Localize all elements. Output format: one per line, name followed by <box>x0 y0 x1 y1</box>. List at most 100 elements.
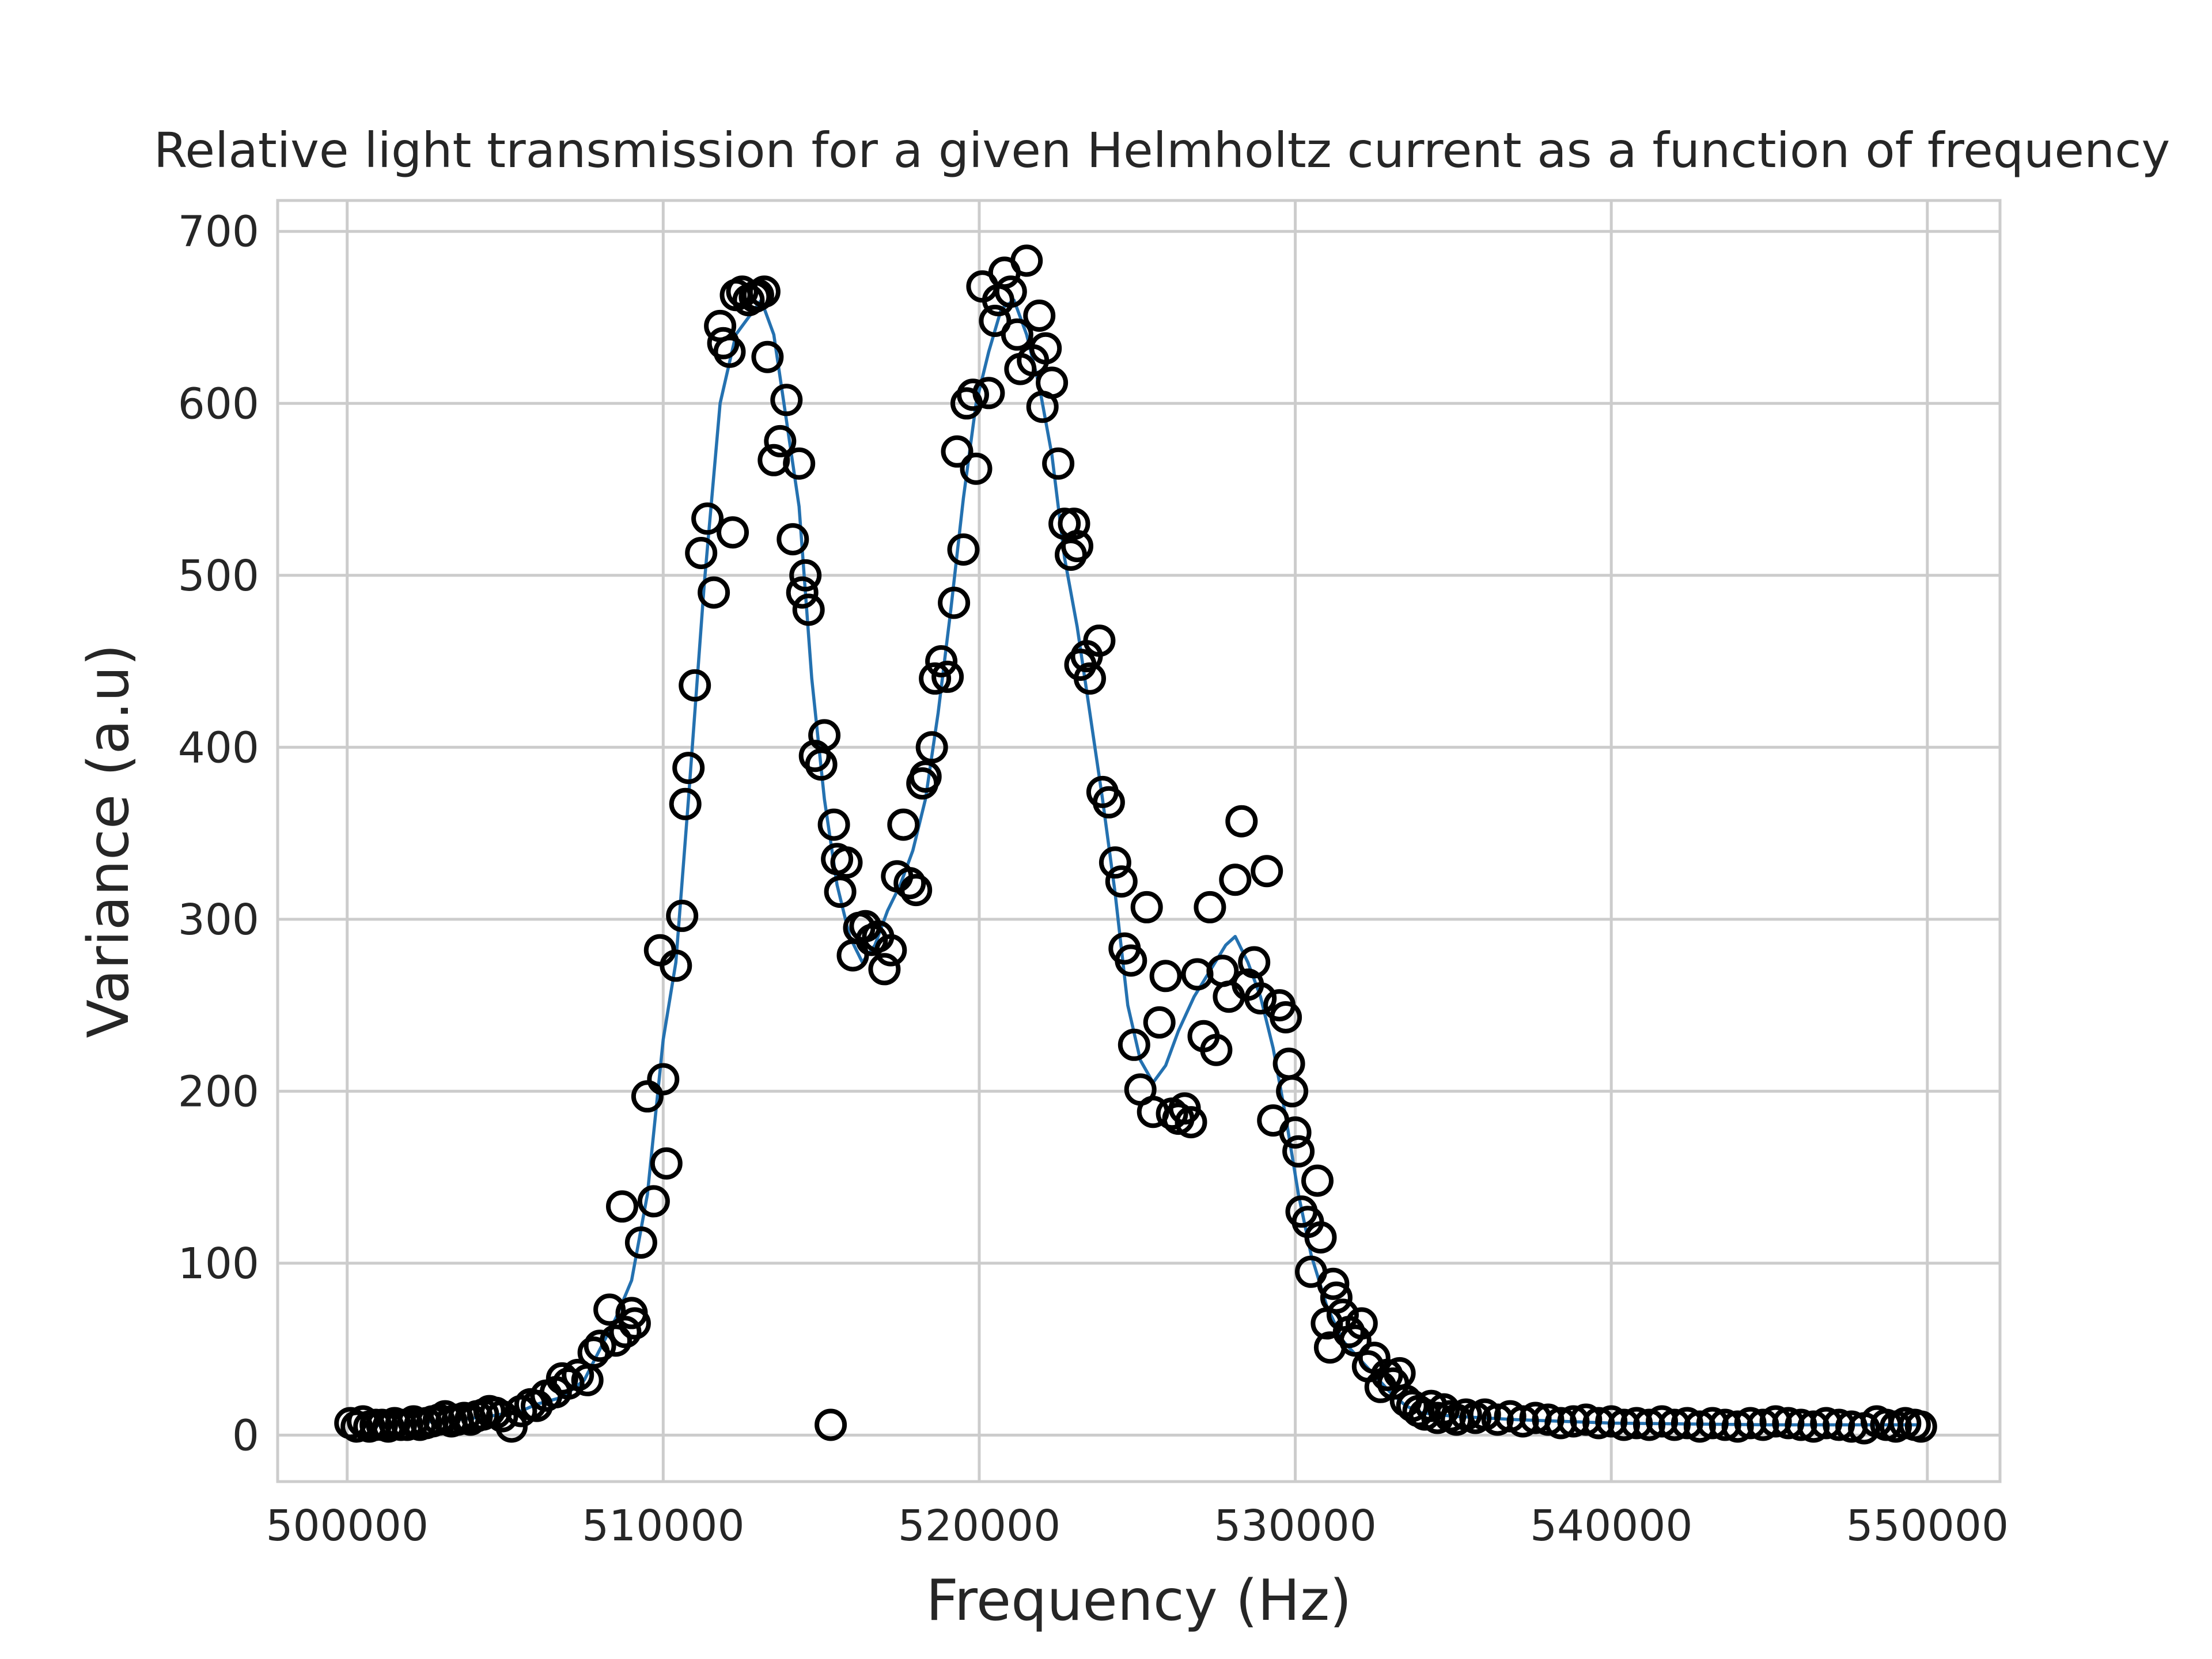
data-point <box>1055 539 1087 571</box>
data-point <box>650 1147 683 1180</box>
data-point <box>1320 1281 1353 1314</box>
data-point <box>957 378 989 411</box>
data-point <box>947 533 980 566</box>
fit-line-layer <box>359 298 1921 1429</box>
data-point <box>1608 1408 1641 1441</box>
data-point <box>1272 1047 1305 1080</box>
fit-line <box>359 298 1921 1429</box>
data-point <box>1317 1267 1350 1300</box>
data-point <box>783 447 816 480</box>
data-point <box>713 335 746 368</box>
y-tick-label: 300 <box>178 895 259 945</box>
data-point <box>874 934 907 967</box>
data-point <box>1130 891 1163 923</box>
markers-layer <box>334 244 1937 1445</box>
data-point <box>1042 447 1075 480</box>
data-point <box>1149 960 1182 993</box>
data-point <box>1023 300 1056 332</box>
data-point <box>900 874 933 907</box>
data-point <box>751 340 784 373</box>
data-point <box>647 1063 680 1096</box>
y-tick-label: 700 <box>178 207 259 257</box>
x-tick-labels: 500000 510000 520000 530000 540000 550000 <box>266 1501 2009 1551</box>
data-point <box>1083 624 1116 657</box>
y-tick-labels: 0 100 200 300 400 500 600 700 <box>178 207 259 1461</box>
y-tick-label: 100 <box>178 1239 259 1289</box>
data-point <box>777 523 809 556</box>
data-point <box>960 452 993 485</box>
data-point <box>1244 982 1277 1015</box>
data-point <box>1115 944 1147 977</box>
data-point <box>770 384 803 416</box>
x-tick-label: 500000 <box>266 1501 429 1551</box>
data-point <box>606 1190 638 1223</box>
y-tick-label: 400 <box>178 723 259 772</box>
data-point <box>1339 1324 1372 1357</box>
data-point <box>1074 662 1106 695</box>
data-point <box>637 1185 670 1218</box>
grid <box>278 200 2000 1482</box>
data-point <box>1633 1408 1665 1441</box>
data-point <box>672 752 705 785</box>
data-point <box>1092 786 1125 819</box>
y-tick-label: 0 <box>232 1411 259 1460</box>
data-point <box>593 1293 626 1326</box>
data-point <box>707 327 740 359</box>
data-point <box>1175 1106 1207 1139</box>
data-point <box>1279 1116 1312 1149</box>
data-point <box>1194 891 1226 923</box>
data-point <box>764 425 797 457</box>
data-point <box>600 1324 632 1357</box>
data-point <box>1200 1033 1233 1066</box>
data-point <box>1904 1410 1937 1443</box>
data-point <box>1029 332 1062 365</box>
data-point <box>1301 1164 1334 1197</box>
data-point <box>1118 1028 1150 1061</box>
data-point <box>691 502 724 535</box>
data-point <box>1036 366 1069 399</box>
data-point <box>1671 1407 1703 1440</box>
data-point <box>815 1408 847 1441</box>
data-point <box>1058 507 1090 540</box>
data-point <box>660 949 692 982</box>
data-point <box>994 275 1027 308</box>
data-point <box>1370 1358 1403 1391</box>
data-point <box>552 1367 585 1400</box>
data-point <box>666 899 699 932</box>
data-point <box>643 934 676 967</box>
x-tick-label: 510000 <box>582 1501 745 1551</box>
data-point <box>1304 1221 1337 1254</box>
data-point <box>789 559 822 592</box>
x-tick-label: 550000 <box>1846 1501 2009 1551</box>
data-point <box>972 377 1005 410</box>
y-tick-label: 500 <box>178 551 259 601</box>
y-tick-label: 200 <box>178 1067 259 1116</box>
data-point <box>792 593 825 626</box>
data-point <box>1219 863 1252 896</box>
data-point <box>1345 1307 1378 1340</box>
data-point <box>1251 855 1283 888</box>
x-axis-title: Frequency (Hz) <box>926 1568 1351 1634</box>
x-tick-label: 530000 <box>1214 1501 1377 1551</box>
data-point <box>931 660 964 693</box>
data-point <box>909 760 942 793</box>
data-point <box>1061 530 1093 562</box>
data-point <box>717 516 749 549</box>
data-point <box>915 731 948 764</box>
data-point <box>609 1316 642 1349</box>
plot-frame <box>276 199 2002 1483</box>
data-point <box>685 537 718 569</box>
data-point <box>748 275 781 308</box>
data-point <box>1238 946 1271 979</box>
data-point <box>1282 1135 1315 1168</box>
data-point <box>919 662 952 695</box>
data-point <box>1099 846 1131 879</box>
data-point <box>1225 805 1258 838</box>
data-point <box>1326 1298 1359 1331</box>
data-point <box>887 808 920 841</box>
data-point <box>1276 1075 1309 1108</box>
data-point <box>830 846 863 879</box>
data-point <box>1143 1006 1176 1039</box>
x-tick-label: 520000 <box>898 1501 1061 1551</box>
